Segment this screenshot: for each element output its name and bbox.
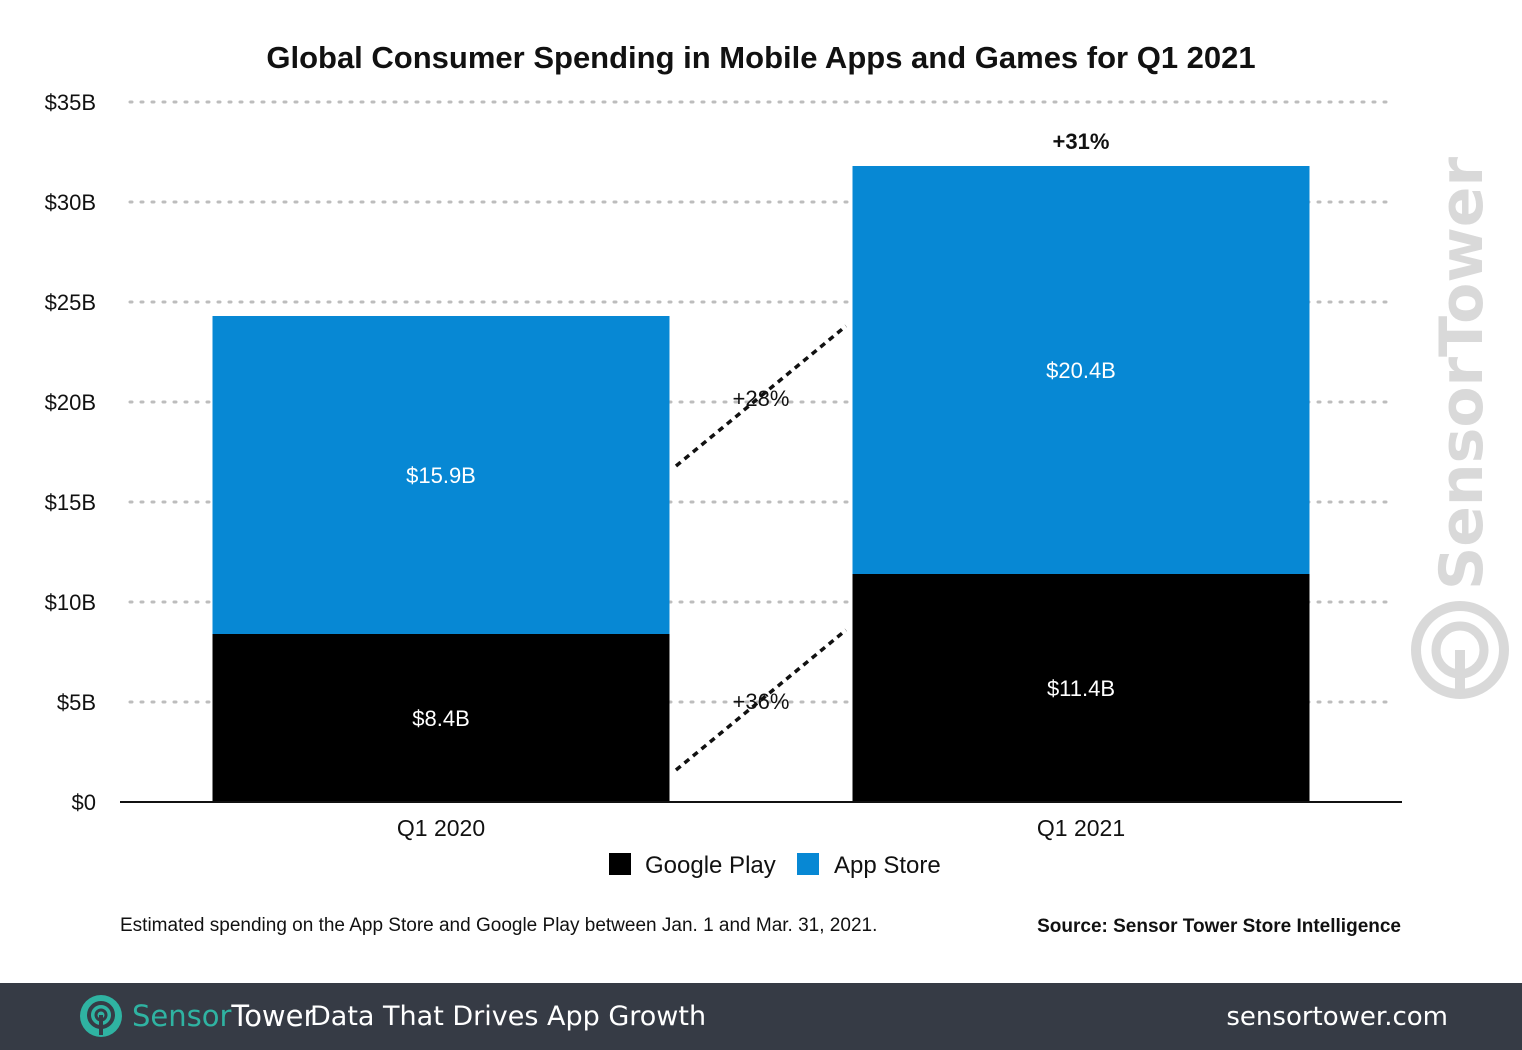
chart-title: Global Consumer Spending in Mobile Apps … (266, 40, 1255, 75)
legend-label-google-play: Google Play (645, 852, 776, 879)
bar-segment-app-store (212, 316, 670, 634)
y-tick-label: $0 (72, 790, 96, 815)
y-tick-label: $10B (45, 590, 96, 615)
source-label: Source: Sensor Tower Store Intelligence (1037, 916, 1401, 937)
x-axis-ticks: Q1 2020 Q1 2021 (397, 815, 1125, 841)
footer-tagline: Data That Drives App Growth (310, 1001, 707, 1032)
legend-swatch-app-store (797, 853, 819, 875)
y-tick-label: $35B (45, 90, 96, 115)
footer-brand-tower: Tower (231, 999, 316, 1033)
bar-value-label: $8.4B (412, 706, 470, 731)
app-store-growth-connector (674, 324, 848, 468)
app-store-growth-label: +28% (733, 386, 790, 411)
watermark-text: SensorTower (1427, 157, 1497, 590)
footer-url[interactable]: sensortower.com (1226, 1002, 1448, 1032)
growth-connectors (674, 324, 848, 772)
y-axis-ticks: $0 $5B $10B $15B $20B $25B $30B $35B (45, 90, 96, 815)
x-tick-label: Q1 2021 (1037, 815, 1125, 841)
bar-value-label: $11.4B (1047, 676, 1115, 701)
y-tick-label: $30B (45, 190, 96, 215)
legend-label-app-store: App Store (834, 852, 941, 879)
legend: Google Play App Store (609, 852, 941, 879)
y-tick-label: $20B (45, 390, 96, 415)
bar-segment-google-play (852, 574, 1310, 802)
footer-brand: SensorTower (132, 999, 315, 1033)
y-tick-label: $5B (57, 690, 96, 715)
google-play-growth-connector (674, 628, 848, 772)
google-play-growth-label: +36% (733, 689, 790, 714)
bars: $8.4B $15.9B $11.4B $20.4B (212, 166, 1310, 802)
watermark-logo: SensorTower (1411, 157, 1509, 699)
bar-segment-google-play (212, 634, 670, 802)
sensortower-logo-icon (80, 995, 122, 1037)
footer-bar: SensorTower Data That Drives App Growth … (0, 983, 1522, 1050)
y-tick-label: $15B (45, 490, 96, 515)
total-growth-label: +31% (1053, 129, 1110, 154)
bar-segment-app-store (852, 166, 1310, 574)
chart: Global Consumer Spending in Mobile Apps … (45, 40, 1509, 937)
x-tick-label: Q1 2020 (397, 815, 485, 841)
bar-value-label: $15.9B (406, 463, 476, 488)
bar-value-label: $20.4B (1046, 358, 1116, 383)
y-tick-label: $25B (45, 290, 96, 315)
footnote: Estimated spending on the App Store and … (120, 915, 877, 936)
watermark-icon (1411, 601, 1509, 699)
legend-swatch-google-play (609, 853, 631, 875)
footer-brand-sensor: Sensor (132, 999, 232, 1033)
